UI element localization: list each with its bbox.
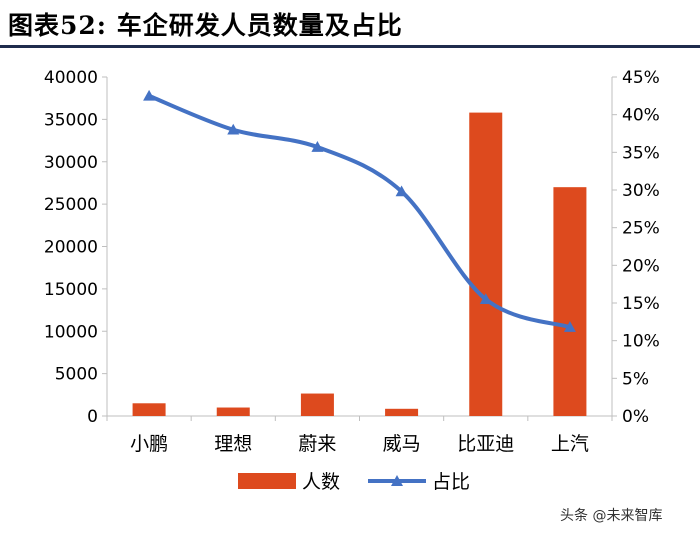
y-left-tick-label: 0 <box>87 407 98 427</box>
y-left-tick-label: 25000 <box>44 195 98 215</box>
line-point <box>227 123 240 135</box>
line-point <box>395 185 408 197</box>
y-left-tick-label: 40000 <box>44 68 98 88</box>
y-left-tick-label: 10000 <box>44 322 98 342</box>
x-tick-label: 蔚来 <box>298 433 336 455</box>
y-right-tick-label: 10% <box>622 332 660 352</box>
line-point <box>479 293 492 305</box>
y-right-tick-label: 30% <box>622 181 660 201</box>
bar <box>385 408 419 416</box>
y-right-tick-label: 15% <box>622 294 660 314</box>
bar <box>300 393 334 416</box>
title-divider <box>0 45 700 48</box>
y-left-tick-label: 35000 <box>44 110 98 130</box>
y-right-tick-label: 40% <box>622 106 660 126</box>
x-tick-label: 比亚迪 <box>457 433 514 455</box>
y-right-tick-label: 0% <box>622 407 649 427</box>
bar <box>469 112 503 416</box>
y-right-tick-label: 25% <box>622 219 660 239</box>
y-left-tick-label: 20000 <box>44 238 98 258</box>
x-tick-label: 理想 <box>214 433 252 455</box>
x-tick-label: 上汽 <box>551 433 589 455</box>
x-tick-label: 威马 <box>383 433 421 455</box>
legend-line-marker <box>391 475 403 486</box>
y-right-tick-label: 5% <box>622 369 649 389</box>
y-left-tick-label: 5000 <box>55 365 98 385</box>
series-line <box>148 93 571 330</box>
watermark: 头条 @未来智库 <box>560 508 663 524</box>
bar <box>132 403 166 416</box>
legend-line-label: 占比 <box>432 471 470 493</box>
y-left-tick-label: 30000 <box>44 153 98 173</box>
bar <box>553 187 587 416</box>
line-point <box>563 321 576 332</box>
x-tick-label: 小鹏 <box>130 433 168 455</box>
legend-bar-label: 人数 <box>302 471 340 493</box>
y-right-tick-label: 45% <box>622 68 660 88</box>
legend-bar-swatch <box>238 473 296 489</box>
y-right-tick-label: 20% <box>622 256 660 276</box>
line-point <box>311 141 324 152</box>
y-left-tick-label: 15000 <box>44 280 98 300</box>
y-right-tick-label: 35% <box>622 143 660 163</box>
bar <box>216 407 250 416</box>
page-title: 图表52: 车企研发人员数量及占比 <box>8 11 403 40</box>
line-point <box>143 89 156 101</box>
